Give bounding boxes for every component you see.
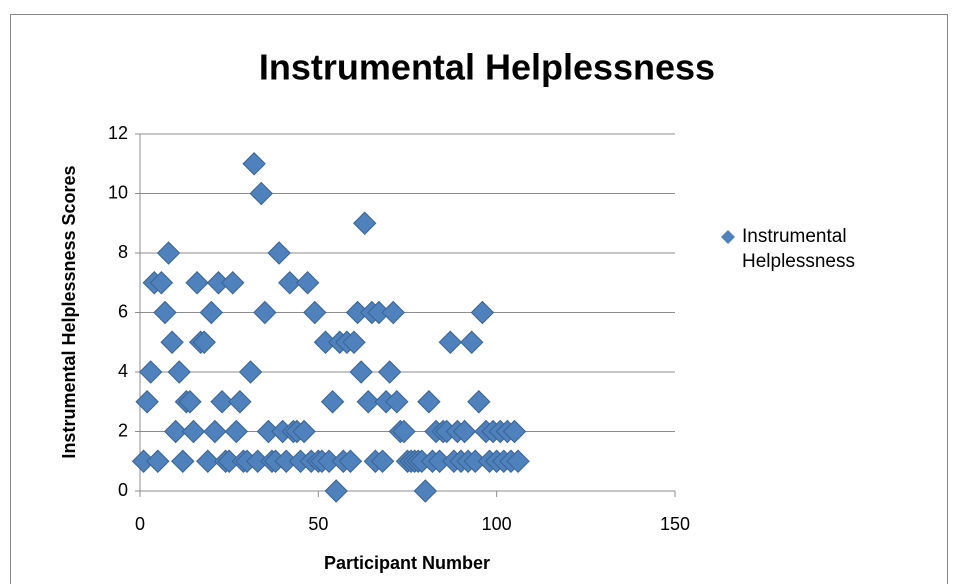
data-point xyxy=(381,300,405,325)
data-point xyxy=(452,419,477,444)
x-tick-label: 50 xyxy=(308,514,328,534)
y-tick-label: 0 xyxy=(118,480,128,500)
chart-frame xyxy=(10,14,948,584)
x-tick-label: 100 xyxy=(482,514,512,534)
x-axis-label: Participant Number xyxy=(324,553,490,573)
data-point xyxy=(138,360,163,384)
y-tick-label: 6 xyxy=(118,301,128,321)
data-point xyxy=(253,300,277,325)
data-point xyxy=(203,419,227,444)
data-point xyxy=(210,390,234,414)
data-point xyxy=(417,390,441,414)
x-tick-label: 150 xyxy=(660,514,690,534)
data-point xyxy=(192,330,216,354)
data-point xyxy=(324,479,348,503)
data-point xyxy=(295,271,320,295)
legend-label: Instrumental Helplessness xyxy=(742,226,855,272)
chart-title: Instrumental Helplessness xyxy=(259,47,715,88)
data-point xyxy=(392,419,416,444)
data-point xyxy=(467,390,491,414)
data-point xyxy=(153,300,177,325)
data-point xyxy=(221,271,245,295)
legend-marker xyxy=(721,230,735,244)
data-point xyxy=(459,330,484,354)
data-point xyxy=(163,419,188,444)
data-point xyxy=(413,479,438,503)
y-tick-label: 2 xyxy=(118,420,128,440)
data-point xyxy=(352,211,377,235)
data-point xyxy=(196,449,220,473)
data-point xyxy=(438,330,463,354)
data-point xyxy=(146,449,170,473)
data-point xyxy=(502,419,527,444)
y-axis-label: Instrumental Helplessness Scores xyxy=(59,165,79,458)
data-point xyxy=(278,271,302,295)
data-point xyxy=(320,390,345,414)
data-point xyxy=(292,419,316,444)
data-point xyxy=(470,300,495,325)
data-point xyxy=(249,181,273,206)
y-tick-label: 4 xyxy=(118,361,128,381)
y-tick-label: 12 xyxy=(108,123,128,143)
data-point xyxy=(385,390,409,414)
data-point xyxy=(338,449,363,473)
data-point xyxy=(181,419,206,444)
data-point xyxy=(349,360,373,384)
data-point xyxy=(167,360,191,384)
data-point xyxy=(224,419,249,444)
data-point xyxy=(135,390,159,414)
legend: Instrumental Helplessness xyxy=(742,224,902,274)
data-point xyxy=(149,271,174,295)
data-point xyxy=(199,300,224,325)
data-point xyxy=(156,241,181,265)
x-tick-label: 0 xyxy=(135,514,145,534)
data-point xyxy=(228,390,252,414)
data-point xyxy=(242,152,266,176)
data-point xyxy=(356,390,380,414)
data-point xyxy=(267,241,291,265)
data-point xyxy=(370,449,395,473)
data-point xyxy=(171,449,195,473)
data-point xyxy=(342,330,366,354)
data-point xyxy=(506,449,530,473)
data-point xyxy=(185,271,209,295)
data-point xyxy=(178,390,202,414)
y-tick-label: 10 xyxy=(108,182,128,202)
data-point xyxy=(377,360,402,384)
data-point xyxy=(238,360,263,384)
y-tick-label: 8 xyxy=(118,242,128,262)
data-point xyxy=(303,300,327,325)
data-point xyxy=(160,330,184,354)
